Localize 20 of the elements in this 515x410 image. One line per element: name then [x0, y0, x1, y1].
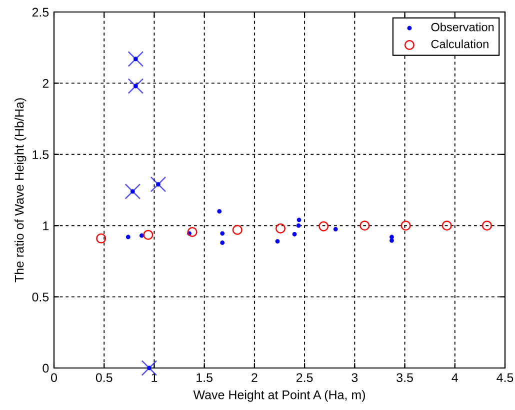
x-axis-title: Wave Height at Point A (Ha, m) [193, 390, 365, 402]
x-tick-label: 0 [51, 373, 57, 382]
y-tick-label: 0.5 [32, 292, 49, 302]
legend-label: Calculation [431, 40, 488, 48]
x-tick-label: 2 [252, 373, 258, 382]
x-tick-label: 0.5 [96, 373, 112, 382]
x-tick-label: 2.5 [296, 373, 313, 382]
x-tick-label: 1.5 [196, 373, 212, 382]
y-tick-label: 2 [42, 79, 49, 88]
y-tick-label: 2.5 [32, 8, 49, 17]
x-tick-label: 1 [152, 373, 158, 382]
y-tick-label: 1.5 [32, 150, 49, 160]
y-tick-label: 0 [42, 364, 49, 373]
x-tick-label: 3 [352, 373, 358, 382]
x-tick-label: 4 [452, 373, 458, 382]
legend-label: Observation [431, 22, 494, 32]
x-tick-label: 3.5 [396, 373, 413, 382]
x-tick-label: 4.5 [496, 373, 514, 382]
y-axis-title: The ratio of Wave Height (Hb/Ha) [14, 98, 26, 282]
y-tick-label: 1 [43, 222, 49, 230]
